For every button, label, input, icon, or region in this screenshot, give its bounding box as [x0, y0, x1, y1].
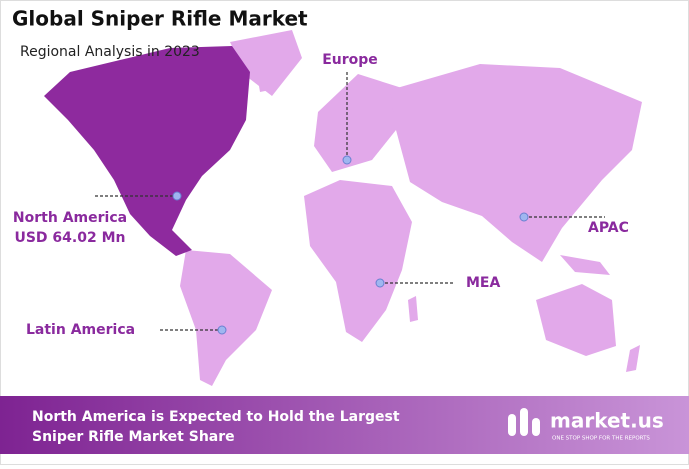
footer-text: Sniper Rifle Market Share [32, 429, 235, 445]
region-label: MEA [466, 275, 500, 291]
subtitle: Regional Analysis in 2023 [20, 44, 200, 60]
marker [342, 155, 352, 165]
region-label: APAC [588, 220, 629, 236]
footer-text: North America is Expected to Hold the La… [32, 409, 400, 425]
region-label: Europe [322, 52, 378, 68]
marker [519, 212, 529, 222]
logo: market.us ONE STOP SHOP FOR THE REPORTS [508, 408, 664, 442]
marker [217, 325, 227, 335]
marker [172, 191, 182, 201]
title: Global Sniper Rifle Market [12, 7, 308, 31]
region-label: Latin America [26, 322, 135, 338]
brand: market.us [550, 409, 664, 433]
tagline: ONE STOP SHOP FOR THE REPORTS [552, 436, 650, 442]
region-value: USD 64.02 Mn [14, 230, 125, 246]
world-map [44, 30, 642, 386]
footer-band [0, 396, 689, 454]
region-label: North America [13, 210, 127, 226]
north-america-shape [44, 46, 250, 256]
marker [375, 278, 385, 288]
